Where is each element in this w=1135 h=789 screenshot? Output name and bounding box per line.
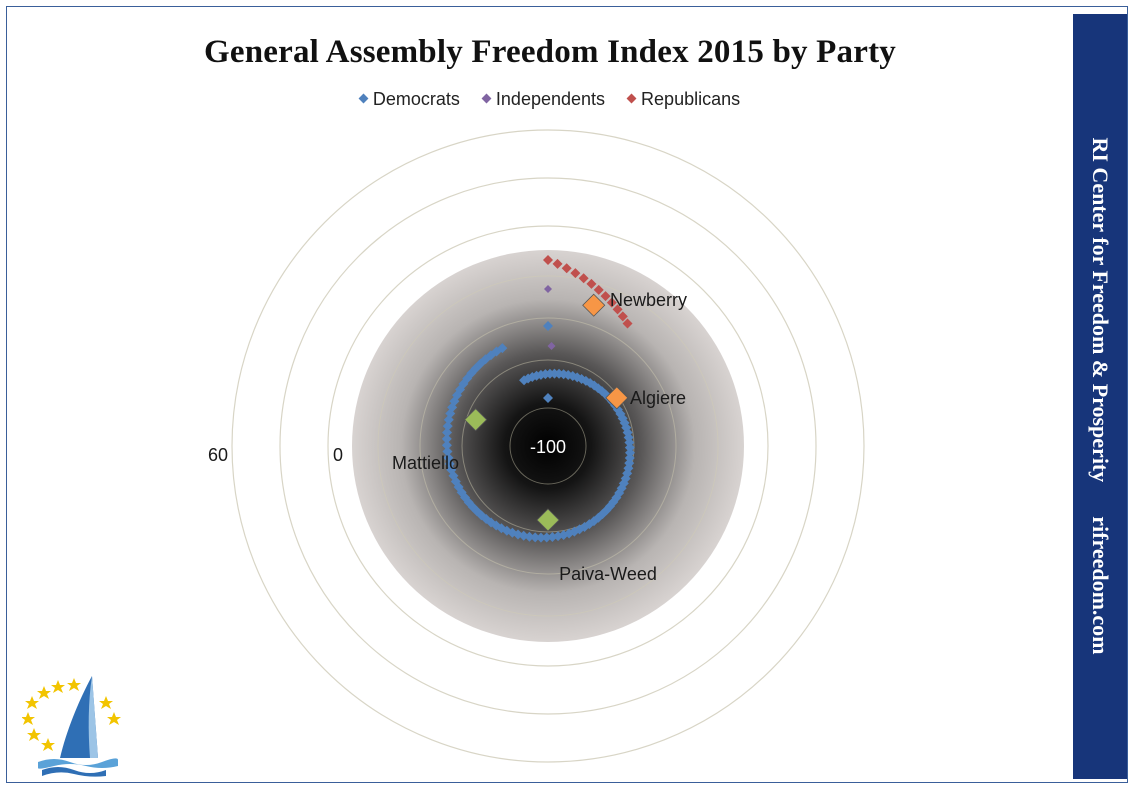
republican-point: [600, 291, 611, 302]
legend-marker-republicans: [626, 93, 637, 104]
republican-point: [586, 278, 597, 289]
ring-2: [327, 225, 769, 667]
star-ring-icon: [22, 678, 121, 751]
wave-icon: [38, 758, 118, 769]
democrat-point: [507, 527, 518, 538]
legend-label-democrats: Democrats: [372, 89, 460, 109]
annotation-label-paiva-weed: Paiva-Weed: [559, 564, 657, 584]
inner-ring-2: [461, 359, 635, 533]
inner-disc: [352, 250, 744, 642]
highlight-marker-newberry: [582, 293, 606, 317]
ring-0: [231, 129, 865, 763]
republican-point: [593, 284, 604, 295]
republican-point: [543, 255, 553, 265]
republican-point: [570, 268, 581, 279]
democrat-point: [442, 421, 453, 432]
annotation-label-algiere: Algiere: [630, 388, 686, 408]
highlight-marker-algiere: [605, 386, 629, 410]
republican-point: [578, 273, 589, 284]
legend-item-independents: Independents: [481, 89, 606, 110]
ring-1: [279, 177, 817, 715]
republican-point: [612, 304, 623, 315]
democrat-point: [530, 532, 541, 543]
radial-tick-label: 60: [208, 445, 228, 465]
legend-item-democrats: Democrats: [358, 89, 460, 110]
democrat-point: [441, 440, 452, 451]
chart-title: General Assembly Freedom Index 2015 by P…: [204, 34, 896, 70]
highlight-markers: [464, 293, 629, 532]
ring-gridlines-inner: [377, 275, 719, 617]
democrat-point: [541, 532, 552, 543]
highlight-marker-mattiello: [464, 408, 488, 432]
side-banner: [1073, 14, 1127, 779]
legend-label-independents: Independents: [495, 89, 606, 109]
chart-legend: Democrats Independents Republicans: [0, 89, 1100, 110]
radial-tick-label: 0: [333, 445, 343, 465]
polar-plot: -100 0 60 Newberry Algiere Mattiello Paiva-We…: [208, 129, 865, 763]
legend-label-republicans: Republicans: [641, 89, 741, 109]
republican-point: [561, 263, 572, 274]
inner-ring-0: [377, 275, 719, 617]
sailboat-stars-logo: [22, 676, 121, 777]
org-name: RI Center for Freedom & Prosperity: [1088, 137, 1113, 483]
inner-ring-1: [419, 317, 677, 575]
democrat-point: [543, 393, 553, 403]
radial-tick-label: -100: [530, 437, 566, 457]
democrat-point: [442, 446, 453, 457]
republican-point: [622, 318, 633, 329]
republican-point: [617, 311, 628, 322]
tick-labels: -100 0 60: [208, 437, 566, 465]
republican-point: [552, 258, 563, 269]
democrat-point: [443, 452, 454, 463]
independent-point: [547, 342, 556, 351]
annotation-labels: Newberry Algiere Mattiello Paiva-Weed: [392, 290, 687, 584]
legend-marker-independents: [481, 93, 492, 104]
legend-item-republicans: Republicans: [626, 89, 741, 110]
inner-ring-3: [509, 407, 587, 485]
democrat-point: [624, 442, 635, 453]
republican-point: [606, 297, 617, 308]
side-banner-text: RI Center for Freedom & Prosperity rifree…: [1087, 137, 1113, 654]
annotation-label-mattiello: Mattiello: [392, 453, 459, 473]
democrat-point: [442, 427, 453, 438]
democrat-point: [535, 532, 546, 543]
sail-icon: [60, 676, 98, 758]
democrat-point: [497, 343, 508, 354]
legend-marker-democrats: [358, 93, 369, 104]
independent-point: [544, 285, 552, 293]
democrat-point: [547, 532, 558, 543]
highlight-marker-paiva-weed: [536, 508, 560, 532]
data-points: [441, 255, 636, 543]
website-label: rifreedom.com: [1088, 516, 1113, 655]
democrat-point: [441, 433, 452, 444]
democrat-point: [543, 321, 553, 331]
annotation-label-newberry: Newberry: [610, 290, 687, 310]
